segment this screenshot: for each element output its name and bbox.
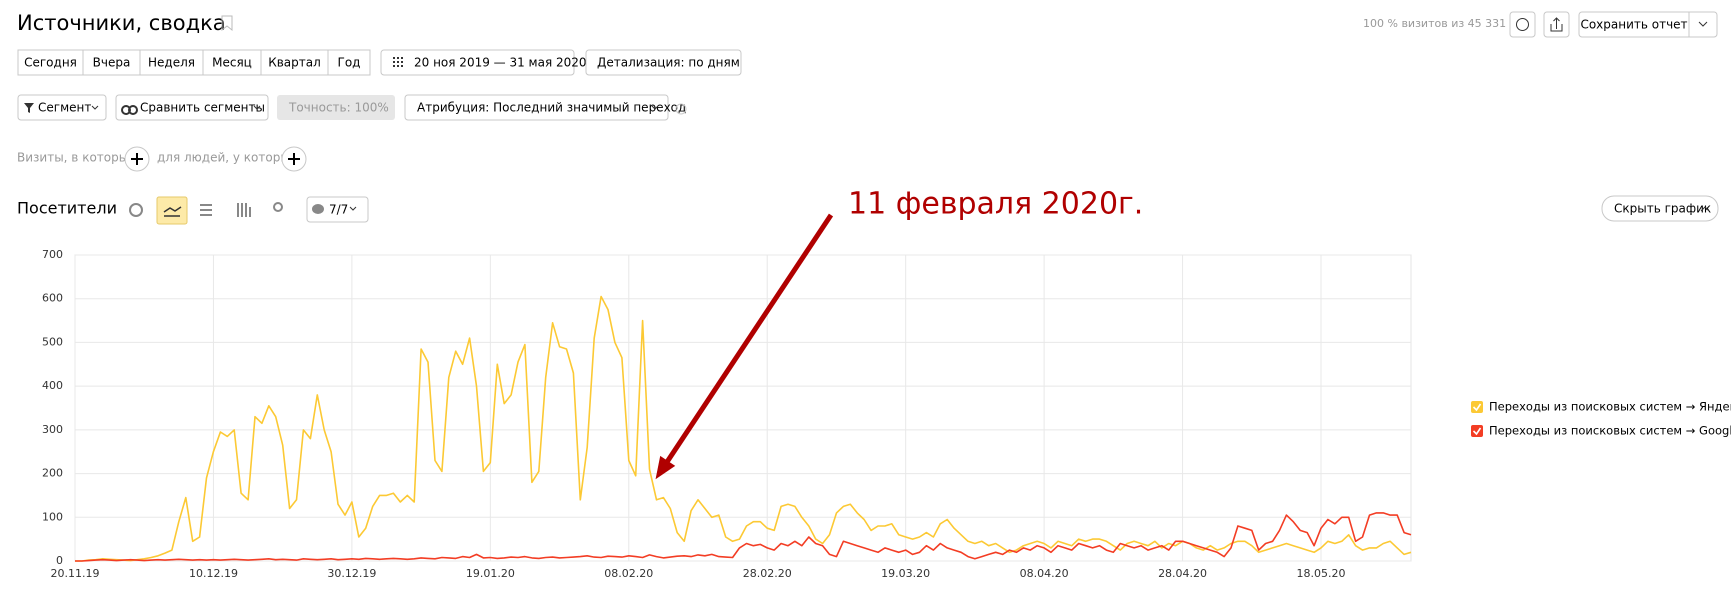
y-tick-label: 200 [42, 467, 63, 480]
series-line [75, 512, 1412, 562]
legend-label: Переходы из поисковых систем → Google [1489, 424, 1731, 438]
accuracy-label: Точность: 100% [288, 101, 389, 115]
history-button[interactable] [1509, 11, 1536, 38]
area-view[interactable] [200, 204, 212, 216]
chart-panel-title: Посетители [17, 199, 117, 218]
chevron [91, 105, 99, 110]
y-tick-label: 400 [42, 379, 63, 392]
plus-icon [288, 153, 300, 165]
x-tick-label: 08.04.20 [1020, 567, 1069, 580]
series-count: 7/7 [329, 203, 348, 217]
y-tick-label: 500 [42, 335, 63, 348]
hide-chart-button[interactable] [1601, 195, 1719, 222]
detail-button[interactable] [585, 49, 742, 76]
chevron [1698, 21, 1708, 27]
attribution-button[interactable] [404, 94, 669, 121]
compare-button[interactable] [115, 94, 269, 121]
filter-icon [24, 103, 34, 113]
period-button[interactable] [202, 49, 262, 76]
save-button[interactable] [1578, 11, 1718, 38]
chart: 0 100 200 300 400 500 600 700 20.11.19 10.12.19 30… [42, 213, 1731, 580]
period-button[interactable] [327, 49, 371, 76]
x-tick-label: 30.12.19 [327, 567, 376, 580]
page-title: Источники, сводка [17, 11, 226, 35]
chevron [1700, 206, 1710, 212]
period-button[interactable] [260, 49, 329, 76]
legend-swatch[interactable] [1471, 401, 1483, 413]
help-icon[interactable] [675, 103, 687, 115]
visits-share: 100 % визитов из 45 331 [1363, 17, 1506, 30]
x-tick-label: 20.11.19 [51, 567, 100, 580]
date-range: 20 ноя 2019 — 31 мая 2020 [414, 56, 587, 70]
y-tick-label: 0 [56, 554, 63, 567]
arrow-head [655, 455, 676, 480]
annotation: 11 февраля 2020г. [848, 187, 1143, 222]
x-tick-label: 19.01.20 [466, 567, 515, 580]
period-label: Неделя [148, 56, 195, 70]
filter-visits: Визиты, в которых [17, 151, 135, 165]
accuracy-button [277, 95, 395, 120]
y-tick-label: 100 [42, 510, 63, 523]
filter-people: для людей, у которых [157, 151, 297, 165]
plus-icon [131, 153, 143, 165]
legend-swatch[interactable] [1471, 425, 1483, 437]
hide-chart-label: Скрыть график [1614, 202, 1711, 216]
period-label: Квартал [268, 56, 321, 70]
x-tick-label: 18.05.20 [1297, 567, 1346, 580]
period-button[interactable] [139, 49, 204, 76]
period-button[interactable] [17, 49, 84, 76]
x-tick-label: 28.02.20 [743, 567, 792, 580]
period-label: Вчера [93, 56, 131, 70]
bookmark-icon[interactable] [221, 15, 233, 32]
period-button[interactable] [82, 49, 141, 76]
x-tick-label: 19.03.20 [881, 567, 930, 580]
annotation-arrow [660, 213, 834, 471]
segment-button[interactable] [17, 94, 107, 121]
chevron [349, 206, 357, 211]
attribution-label: Атрибуция: Последний значимый переход [417, 101, 686, 115]
map-view[interactable] [273, 202, 283, 212]
detail-label: Детализация: по дням [597, 56, 740, 70]
legend-check [1472, 427, 1482, 436]
series-picker[interactable] [306, 196, 369, 223]
period-group: Сегодня Вчера Неделя Месяц Квартал Год [17, 49, 371, 76]
export-icon [1550, 17, 1563, 32]
x-tick-label: 28.04.20 [1158, 567, 1207, 580]
chevron [253, 105, 261, 110]
save-label: Сохранить отчет [1580, 18, 1687, 32]
pie-view[interactable] [129, 203, 143, 217]
plot-area [74, 254, 1412, 562]
period-label: Год [338, 56, 361, 70]
y-tick-label: 600 [42, 292, 63, 305]
x-tick-label: 10.12.19 [189, 567, 238, 580]
compare-label: Сравнить сегменты [140, 101, 265, 115]
x-tick-label: 08.02.20 [604, 567, 653, 580]
calendar-icon [393, 57, 403, 67]
clock-icon [1516, 18, 1529, 31]
period-label: Месяц [212, 56, 252, 70]
line-view-active[interactable] [156, 196, 188, 225]
legend-check [1472, 403, 1482, 412]
compare-icon [128, 105, 138, 115]
bar-view[interactable] [237, 203, 251, 217]
y-tick-label: 700 [42, 248, 63, 261]
comment-icon [312, 204, 324, 214]
line-icon [163, 206, 182, 217]
segment-label: Сегмент [38, 101, 91, 115]
period-label: Сегодня [24, 56, 77, 70]
legend-label: Переходы из поисковых систем → Яндекс [1489, 400, 1731, 414]
date-button[interactable] [380, 49, 575, 76]
y-tick-label: 300 [42, 423, 63, 436]
chevron [651, 105, 659, 110]
